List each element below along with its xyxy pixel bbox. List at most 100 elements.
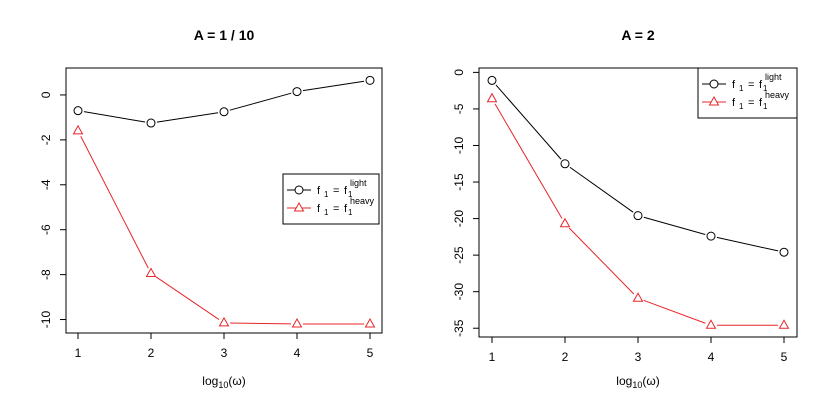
- y-tick-label: -15: [452, 173, 466, 191]
- legend-marker-circle: [294, 185, 304, 195]
- series-line-segment: [643, 299, 706, 324]
- x-tick-label: 3: [635, 350, 642, 364]
- x-tick-label: 4: [294, 346, 301, 360]
- series-line-segment: [229, 322, 292, 325]
- legend-label-superscript: heavy: [765, 90, 790, 100]
- data-point-circle: [292, 87, 302, 97]
- y-tick-label: -20: [452, 210, 466, 228]
- data-point-triangle: [559, 217, 571, 228]
- y-tick-label: -8: [39, 269, 53, 280]
- legend-marker-circle: [709, 79, 719, 89]
- series-line-segment: [716, 236, 779, 252]
- x-tick-label: 1: [75, 346, 82, 360]
- legend-label-subscript: 1: [348, 208, 353, 217]
- series-line-segment: [229, 92, 292, 111]
- chart-title: A = 2: [621, 27, 655, 43]
- legend-label-superscript: light: [350, 178, 367, 188]
- data-point-circle: [487, 75, 497, 85]
- y-tick-label: -10: [39, 311, 53, 329]
- legend-label-subscript: 1: [763, 102, 768, 111]
- data-point-triangle: [778, 319, 790, 329]
- series-line-segment: [155, 276, 220, 320]
- legend-label-f: f: [317, 203, 321, 215]
- legend-label-equals: =: [333, 203, 339, 215]
- y-tick-label: -10: [452, 136, 466, 154]
- x-axis-label: log10(ω): [616, 374, 659, 390]
- legend-marker-triangle: [293, 201, 305, 212]
- legend-label-equals: =: [748, 97, 754, 109]
- data-point-triangle: [364, 317, 376, 328]
- x-tick-label: 2: [148, 346, 155, 360]
- data-point-triangle: [145, 267, 157, 277]
- data-point-circle: [365, 75, 375, 85]
- series-line-segment: [156, 112, 219, 123]
- x-tick-label: 5: [781, 350, 788, 364]
- x-tick-label: 2: [562, 350, 569, 364]
- x-tick-label: 1: [489, 350, 496, 364]
- y-tick-label: -25: [452, 246, 466, 264]
- series-circle: [487, 75, 789, 257]
- y-tick-label: -5: [452, 103, 466, 114]
- y-tick-label: -6: [39, 224, 53, 235]
- legend-label-subscript: 1: [348, 190, 353, 199]
- legend-label-f: f: [759, 79, 763, 91]
- legend-label-f: f: [344, 203, 348, 215]
- x-tick-label: 4: [708, 350, 715, 364]
- data-point-triangle: [291, 317, 303, 328]
- series-line-segment: [494, 103, 563, 219]
- legend-label-subscript: 1: [763, 84, 768, 93]
- series-circle: [73, 75, 375, 128]
- series-line-segment: [643, 216, 706, 235]
- series-line-segment: [569, 166, 634, 213]
- legend-label-f: f: [317, 185, 321, 197]
- legend-marker-triangle: [708, 95, 720, 106]
- x-tick-label: 5: [367, 346, 374, 360]
- data-point-triangle: [486, 92, 498, 103]
- series-triangle: [72, 124, 376, 328]
- data-point-circle: [779, 247, 789, 257]
- legend-label-equals: =: [333, 185, 339, 197]
- data-point-circle: [706, 231, 716, 241]
- legend-label-f: f: [732, 97, 736, 109]
- data-point-circle: [146, 118, 156, 128]
- series-line-segment: [568, 227, 635, 295]
- data-point-triangle: [72, 124, 84, 135]
- legend-label-subscript: 1: [324, 190, 329, 199]
- chart-panel-2: A = 2 1 2 3 4 5 0 -5 -10 -15 -20 -25 -30 -35 log10(ω) f…: [452, 27, 798, 390]
- data-point-circle: [219, 107, 229, 117]
- y-tick-label: 0: [452, 69, 466, 76]
- series-line-segment: [495, 84, 562, 160]
- series-line-segment: [83, 111, 146, 123]
- legend-label-equals: =: [748, 79, 754, 91]
- data-point-triangle: [218, 316, 230, 327]
- legend-label-f: f: [732, 79, 736, 91]
- legend-label-subscript: 1: [739, 84, 744, 93]
- series-triangle: [486, 92, 790, 329]
- y-tick-label: 0: [39, 91, 53, 98]
- y-tick-label: -30: [452, 283, 466, 301]
- legend-label-subscript: 1: [739, 102, 744, 111]
- chart-title: A = 1 / 10: [194, 27, 255, 43]
- y-tick-label: -4: [39, 179, 53, 190]
- legend-label-superscript: heavy: [350, 196, 375, 206]
- x-axis-label: log10(ω): [202, 374, 245, 390]
- series-line-segment: [80, 135, 149, 269]
- legend-label-f: f: [344, 185, 348, 197]
- y-tick-label: -2: [39, 134, 53, 145]
- legend-label-subscript: 1: [324, 208, 329, 217]
- data-point-triangle: [632, 292, 644, 302]
- legend-label-superscript: light: [765, 72, 782, 82]
- legend-label-f: f: [759, 97, 763, 109]
- y-tick-label: -35: [452, 319, 466, 337]
- data-point-circle: [560, 159, 570, 169]
- data-point-circle: [633, 211, 643, 221]
- legend-box: [697, 67, 798, 119]
- data-point-triangle: [705, 319, 717, 329]
- legend-box: [282, 173, 380, 225]
- series-line-segment: [302, 80, 365, 92]
- data-point-circle: [73, 106, 83, 116]
